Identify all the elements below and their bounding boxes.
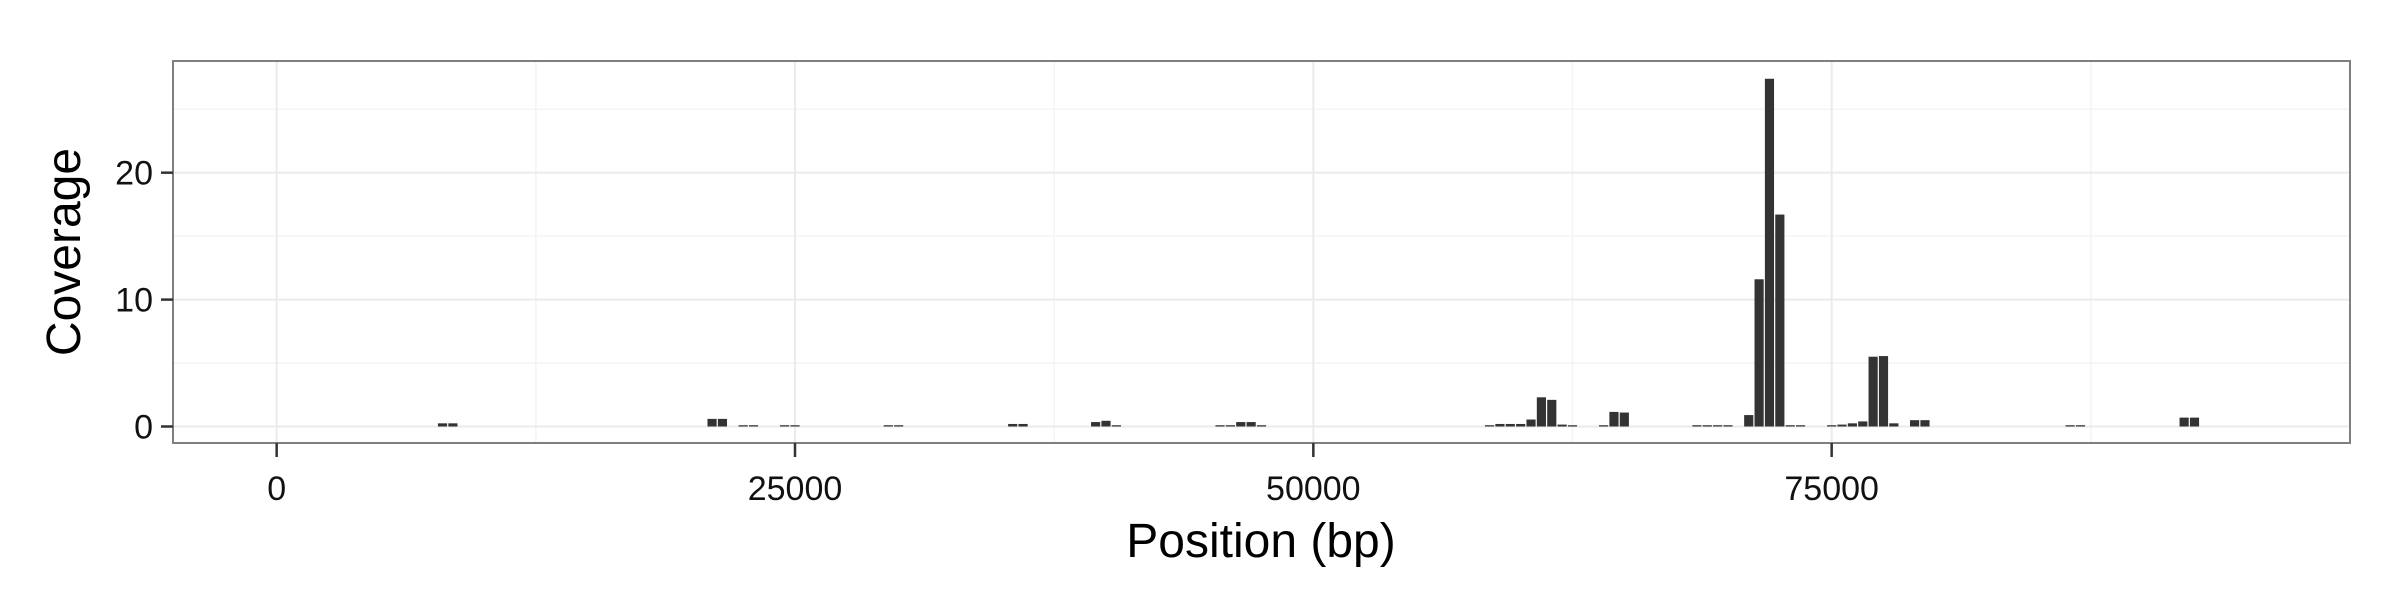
coverage-bar [1878, 356, 1889, 427]
panel-background [173, 61, 2350, 443]
coverage-bar [883, 425, 893, 427]
bars [437, 78, 2200, 427]
coverage-bar [448, 423, 458, 427]
coverage-bar [780, 425, 790, 427]
coverage-bar [717, 418, 728, 427]
coverage-bar [1920, 420, 1930, 427]
x-tick-label: 50000 [1266, 470, 1361, 508]
coverage-bar [1599, 425, 1609, 427]
coverage-bar [1619, 412, 1629, 427]
coverage-bar [1795, 425, 1806, 427]
coverage-bar [1754, 279, 1764, 427]
coverage-bar [1868, 356, 1878, 427]
coverage-bar [1246, 422, 1256, 427]
coverage-bar [1785, 425, 1795, 427]
y-tick-label: 20 [115, 155, 153, 193]
y-axis-label: Coverage [38, 148, 91, 356]
panel-border [172, 60, 2351, 444]
y-axis: 0 10 20 [115, 155, 173, 447]
x-axis: 0 25000 50000 75000 [267, 443, 1879, 508]
coverage-bar [1764, 78, 1775, 427]
major-gridlines [173, 61, 2350, 443]
coverage-bar [1526, 419, 1536, 427]
coverage-bar [1101, 420, 1111, 427]
coverage-bar [1889, 423, 1899, 427]
coverage-bar [1215, 425, 1225, 427]
y-tick-label: 0 [134, 409, 153, 447]
coverage-bar [1236, 422, 1246, 427]
coverage-bar [2179, 417, 2189, 427]
coverage-bar [1516, 423, 1526, 427]
coverage-bar [1008, 423, 1018, 427]
x-axis-label: Position (bp) [1126, 515, 1395, 568]
coverage-bar [1744, 415, 1754, 427]
coverage-bar [707, 418, 717, 427]
coverage-bar [2189, 417, 2200, 427]
coverage-bar [1858, 421, 1868, 427]
coverage-bar [1111, 425, 1121, 427]
coverage-bar [2065, 425, 2075, 427]
coverage-bar [437, 423, 448, 427]
coverage-bar [1018, 423, 1028, 427]
coverage-bar [1847, 423, 1857, 427]
coverage-bar [1775, 214, 1785, 427]
coverage-bar [1713, 425, 1723, 427]
coverage-bar [1505, 423, 1515, 427]
coverage-bar [1827, 425, 1837, 427]
coverage-bar [1225, 425, 1235, 427]
x-tick-label: 25000 [748, 470, 843, 508]
coverage-bar [1484, 425, 1495, 427]
coverage-bar [1091, 422, 1101, 427]
coverage-bar [1692, 425, 1702, 427]
x-tick-label: 75000 [1784, 470, 1879, 508]
coverage-bar [1609, 411, 1619, 427]
y-tick-label: 10 [115, 282, 153, 320]
coverage-bar [738, 425, 748, 427]
coverage-bar [790, 425, 800, 427]
coverage-bar [1723, 425, 1733, 427]
coverage-bar [1256, 425, 1267, 427]
coverage-bar [894, 425, 904, 427]
coverage-bar [1702, 425, 1712, 427]
x-tick-label: 0 [267, 470, 286, 508]
coverage-bar [2075, 425, 2086, 427]
coverage-bar [1557, 424, 1567, 427]
coverage-bar [1536, 397, 1546, 427]
coverage-bar [1567, 425, 1578, 427]
coverage-bar [1837, 424, 1847, 427]
coverage-bar [1910, 420, 1920, 427]
coverage-bar [748, 425, 759, 427]
coverage-bar [1495, 423, 1505, 427]
coverage-bar [1547, 399, 1557, 427]
minor-gridlines [173, 61, 2350, 443]
